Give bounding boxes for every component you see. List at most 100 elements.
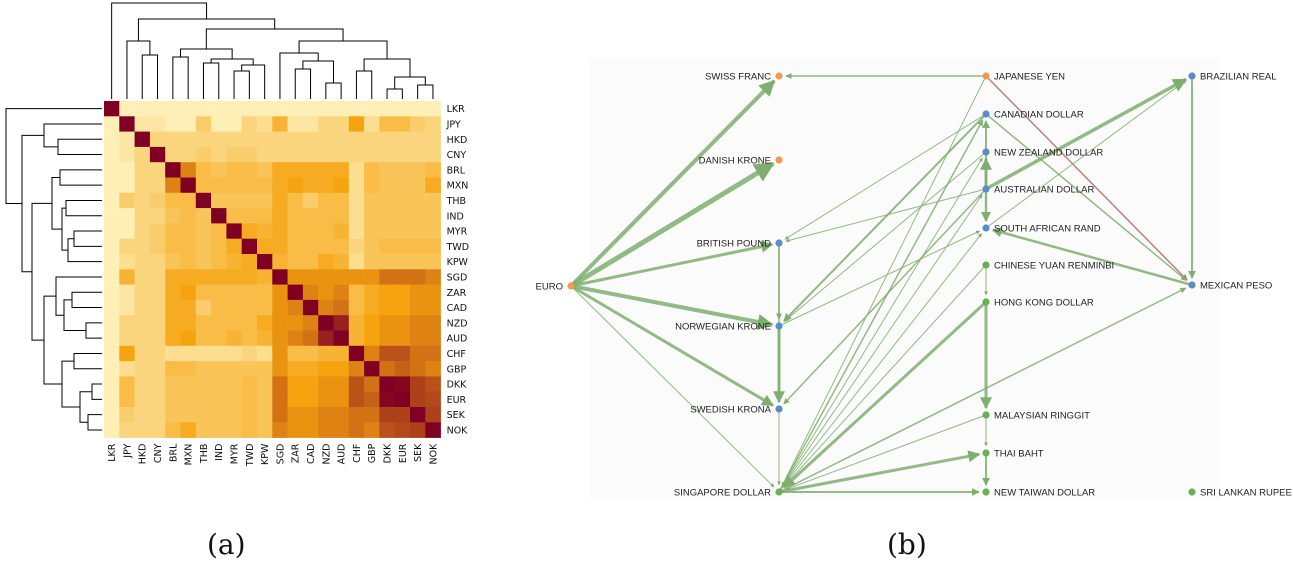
row-label: MYR xyxy=(447,227,468,238)
heatmap-cell xyxy=(104,101,120,117)
row-label: LKR xyxy=(447,104,466,115)
heatmap-cell xyxy=(302,391,319,408)
dendrogram-link xyxy=(61,207,68,251)
dendrogram-link xyxy=(63,299,86,331)
heatmap-cell xyxy=(257,101,273,117)
heatmap-cell xyxy=(348,284,365,301)
row-label: IND xyxy=(447,211,464,222)
dendrogram-link xyxy=(202,62,220,99)
heatmap-cell xyxy=(165,284,181,301)
node-label: SWISS FRANC xyxy=(705,72,771,83)
heatmap-cell xyxy=(379,422,395,438)
column-label: EUR xyxy=(398,443,409,463)
heatmap-cell xyxy=(379,101,395,117)
heatmap-cell xyxy=(104,238,120,255)
heatmap-cell xyxy=(333,146,350,163)
heatmap-cell xyxy=(226,208,242,224)
heatmap-cell xyxy=(302,192,319,209)
heatmap-cell xyxy=(410,146,426,163)
heatmap-cell xyxy=(425,422,441,438)
heatmap-cell xyxy=(302,101,319,117)
caption-b: (b) xyxy=(887,528,927,561)
heatmap-cell xyxy=(425,146,441,163)
heatmap-cell xyxy=(364,376,380,392)
heatmap-cell xyxy=(333,177,350,194)
network-node xyxy=(775,322,783,330)
heatmap-cell xyxy=(149,376,166,392)
heatmap-cell xyxy=(211,192,227,209)
network-edge xyxy=(991,227,1193,287)
heatmap-cell xyxy=(241,146,258,163)
heatmap-cell xyxy=(180,422,197,438)
heatmap-cell xyxy=(165,101,181,117)
heatmap-cell xyxy=(272,407,288,423)
heatmap-cell xyxy=(364,223,380,239)
network-edge xyxy=(783,188,987,405)
heatmap-cell xyxy=(318,345,334,362)
heatmap-cell xyxy=(195,299,212,316)
heatmap-cell xyxy=(180,330,197,347)
heatmap-cell xyxy=(425,315,441,331)
heatmap-cell xyxy=(425,177,441,194)
column-label: CNY xyxy=(153,443,164,463)
heatmap-cell xyxy=(394,223,411,239)
heatmap-cell xyxy=(104,269,120,285)
heatmap-cell xyxy=(195,101,212,117)
heatmap-cell xyxy=(211,101,227,117)
network-edge xyxy=(784,151,987,322)
dendrogram-link xyxy=(417,84,434,99)
network-node xyxy=(982,411,990,419)
dendrogram-link xyxy=(43,123,102,148)
heatmap-cell xyxy=(257,162,273,178)
heatmap-cell xyxy=(333,101,350,117)
heatmap-cell xyxy=(364,192,380,209)
network-panel xyxy=(590,58,1220,500)
column-label: TWD xyxy=(245,444,256,468)
heatmap-cell xyxy=(165,177,181,194)
heatmap-cell xyxy=(119,284,135,301)
heatmap-cell xyxy=(211,254,227,270)
heatmap-cell xyxy=(257,116,273,132)
heatmap-cell xyxy=(287,330,304,347)
network-edge xyxy=(778,157,983,493)
node-label: SRI LANKAN RUPEE xyxy=(1200,488,1292,499)
heatmap-cell xyxy=(348,315,365,331)
heatmap-cell xyxy=(318,284,334,301)
network-node xyxy=(775,405,783,413)
heatmap-cell xyxy=(410,361,426,377)
heatmap-cell xyxy=(257,330,273,347)
heatmap-cell xyxy=(119,391,135,408)
heatmap-cell xyxy=(211,177,227,194)
row-label: NZD xyxy=(447,318,468,329)
heatmap-cell xyxy=(180,162,197,178)
heatmap-cell xyxy=(180,208,197,224)
heatmap-cell xyxy=(318,376,334,392)
heatmap-cell xyxy=(287,391,304,408)
heatmap-cell xyxy=(302,177,319,194)
network-node xyxy=(775,72,783,80)
dendrogram-link xyxy=(65,199,102,217)
network-node xyxy=(982,148,990,156)
column-label: IND xyxy=(214,444,225,461)
heatmap-cell xyxy=(149,116,166,132)
heatmap-cell xyxy=(104,177,120,194)
heatmap-cell xyxy=(394,146,411,163)
heatmap-cell xyxy=(364,299,380,316)
dendrogram-link xyxy=(126,40,151,99)
heatmap-cell xyxy=(149,330,166,347)
heatmap-cell xyxy=(134,101,151,117)
heatmap-cell xyxy=(119,192,135,209)
network-edge xyxy=(985,79,1187,229)
heatmap-cell xyxy=(211,223,227,239)
network-edge xyxy=(783,113,987,322)
column-label: BRL xyxy=(168,443,179,462)
network-edge xyxy=(783,300,988,489)
node-label: NEW TAIWAN DOLLAR xyxy=(994,488,1095,499)
heatmap-cell xyxy=(149,208,166,224)
network-node xyxy=(1188,281,1196,289)
heatmap-cell xyxy=(425,131,441,148)
heatmap-cell xyxy=(379,116,395,132)
heatmap-cell xyxy=(119,162,135,178)
dendrogram-link xyxy=(5,108,102,205)
network-node xyxy=(775,488,783,496)
